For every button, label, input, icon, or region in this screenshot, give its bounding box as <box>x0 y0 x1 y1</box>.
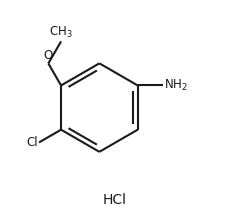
Text: NH$_2$: NH$_2$ <box>164 78 188 93</box>
Text: CH$_3$: CH$_3$ <box>49 25 73 40</box>
Text: HCl: HCl <box>103 194 127 207</box>
Text: O: O <box>44 49 53 62</box>
Text: Cl: Cl <box>26 136 38 149</box>
